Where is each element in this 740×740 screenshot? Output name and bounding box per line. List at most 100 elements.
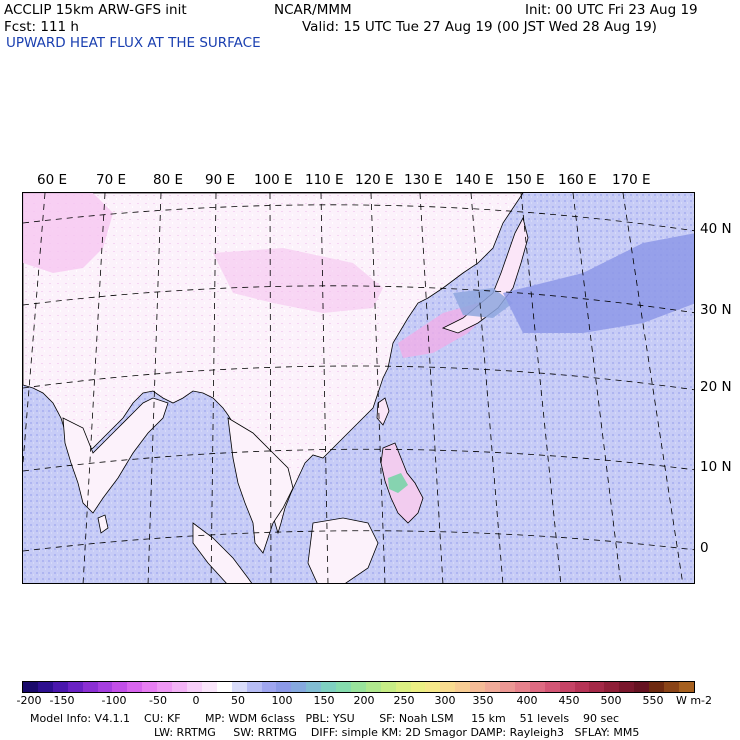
colorbar-swatch [365, 682, 381, 692]
model-info-line2: LW: RRTMG SW: RRTMG DIFF: simple KM: 2D … [154, 726, 640, 739]
lon-label: 140 E [455, 172, 494, 188]
colorbar-swatch [514, 682, 530, 692]
colorbar-tick: -50 [149, 694, 167, 707]
lon-label: 130 E [404, 172, 443, 188]
colorbar-swatch [574, 682, 590, 692]
colorbar-tick: 50 [231, 694, 245, 707]
lat-label: 30 N [700, 302, 732, 318]
colorbar-tick: 500 [600, 694, 622, 707]
lat-label: 0 [700, 540, 709, 556]
colorbar-swatch [559, 682, 575, 692]
colorbar-swatch [663, 682, 679, 692]
philippines-green-flux [388, 473, 408, 493]
colorbar-swatch [470, 682, 486, 692]
colorbar-swatch [112, 682, 128, 692]
colorbar-swatch [589, 682, 605, 692]
colorbar-swatch [157, 682, 173, 692]
lat-label: 10 N [700, 459, 732, 475]
lon-label: 170 E [612, 172, 651, 188]
lon-label: 60 E [37, 172, 67, 188]
colorbar-swatch [291, 682, 307, 692]
colorbar-swatch [455, 682, 471, 692]
lon-label: 150 E [506, 172, 545, 188]
sri-lanka-land [97, 514, 109, 534]
color-bar [22, 681, 695, 693]
colorbar-tick: 150 [313, 694, 335, 707]
colorbar-swatch [425, 682, 441, 692]
colorbar-tick: -150 [49, 694, 75, 707]
colorbar-swatch [336, 682, 351, 692]
colorbar-tick: 100 [271, 694, 293, 707]
center-label: NCAR/MMM [274, 2, 352, 18]
colorbar-swatch [127, 682, 143, 692]
colorbar-tick: 300 [434, 694, 456, 707]
japan-flux-patch [453, 288, 513, 318]
colorbar-swatch [649, 682, 664, 692]
lon-label: 80 E [153, 172, 183, 188]
lat-label: 20 N [700, 379, 732, 395]
colorbar-swatch [380, 682, 396, 692]
init-time: Init: 00 UTC Fri 23 Aug 19 [525, 2, 698, 18]
forecast-hour: Fcst: 111 h [4, 19, 79, 35]
colorbar-swatch [410, 682, 426, 692]
colorbar-swatch [246, 682, 262, 692]
field-title: UPWARD HEAT FLUX AT THE SURFACE [6, 35, 261, 51]
colorbar-swatch [678, 682, 694, 692]
colorbar-swatch [350, 682, 366, 692]
colorbar-tick: -100 [101, 694, 127, 707]
lon-label: 160 E [558, 172, 597, 188]
colorbar-swatch [231, 682, 247, 692]
lon-label: 90 E [205, 172, 235, 188]
lat-label: 40 N [700, 221, 732, 237]
colorbar-unit: W m-2 [675, 694, 713, 707]
taiwan-land [376, 397, 390, 426]
colorbar-swatch [321, 682, 337, 692]
colorbar-swatch [395, 682, 411, 692]
colorbar-tick: -200 [16, 694, 42, 707]
sumatra-land [192, 522, 253, 583]
colorbar-swatch [52, 682, 68, 692]
colorbar-swatch [261, 682, 277, 692]
colorbar-swatch [142, 682, 158, 692]
colorbar-swatch [23, 682, 38, 692]
colorbar-swatch [440, 682, 456, 692]
model-title: ACCLIP 15km ARW-GFS init [4, 2, 187, 18]
borneo-land [307, 517, 379, 583]
valid-time: Valid: 15 UTC Tue 27 Aug 19 (00 JST Wed … [302, 19, 657, 35]
model-info-line1: Model Info: V4.1.1 CU: KF MP: WDM 6class… [30, 712, 620, 725]
colorbar-tick: 0 [192, 694, 200, 707]
colorbar-swatch [276, 682, 292, 692]
heat-flux-map [22, 192, 695, 584]
colorbar-tick: 250 [393, 694, 415, 707]
india-land [62, 397, 169, 514]
colorbar-swatch [201, 682, 217, 692]
colorbar-swatch [97, 682, 113, 692]
colorbar-swatch [529, 682, 545, 692]
colorbar-tick: 200 [353, 694, 375, 707]
meridian-lines [23, 193, 684, 583]
colorbar-tick: 550 [642, 694, 664, 707]
colorbar-swatch [37, 682, 53, 692]
map-canvas [23, 193, 694, 583]
pink-region-north [23, 193, 113, 273]
colorbar-swatch [634, 682, 650, 692]
colorbar-swatch [500, 682, 515, 692]
lon-label: 120 E [355, 172, 394, 188]
pacific-flux-band [503, 233, 694, 333]
colorbar-swatch [186, 682, 202, 692]
colorbar-swatch [485, 682, 500, 692]
lon-label: 100 E [254, 172, 293, 188]
colorbar-tick: 350 [472, 694, 494, 707]
colorbar-swatch [604, 682, 620, 692]
colorbar-tick: 400 [516, 694, 538, 707]
colorbar-swatch [544, 682, 560, 692]
colorbar-swatch [216, 682, 232, 692]
colorbar-tick: 450 [558, 694, 580, 707]
lon-label: 70 E [96, 172, 126, 188]
lon-label: 110 E [305, 172, 344, 188]
colorbar-swatch [172, 682, 187, 692]
colorbar-swatch [306, 682, 322, 692]
colorbar-swatch [82, 682, 98, 692]
colorbar-swatch [619, 682, 635, 692]
colorbar-swatch [67, 682, 83, 692]
